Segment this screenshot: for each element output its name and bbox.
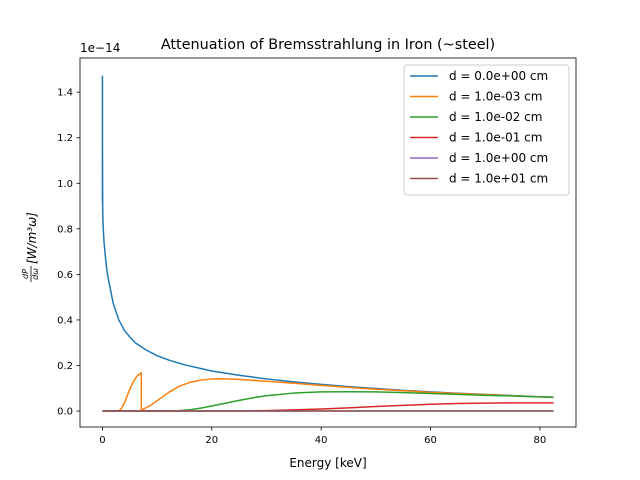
legend-label: d = 1.0e-01 cm [449, 131, 542, 145]
x-tick-label: 40 [315, 435, 328, 446]
y-tick-label: 0.4 [57, 315, 73, 326]
x-tick-label: 0 [99, 435, 105, 446]
x-tick-label: 80 [534, 435, 547, 446]
y-axis-label-units: [W/m³ω] [25, 212, 39, 264]
legend-label: d = 1.0e+00 cm [449, 151, 548, 165]
x-axis-label: Energy [keV] [289, 456, 366, 470]
axes-frame [79, 57, 577, 428]
legend: d = 0.0e+00 cm d = 1.0e-03 cm d = 1.0e-02 … [403, 64, 570, 196]
y-tick-label: 0.8 [57, 224, 73, 235]
legend-label: d = 0.0e+00 cm [449, 69, 548, 83]
series-line-2 [102, 372, 554, 412]
legend-box [403, 64, 570, 196]
legend-label: d = 1.0e-03 cm [449, 90, 542, 104]
y-axis-label: dP dω [W/m³ω] [21, 212, 40, 282]
y-tick-label: 1.2 [57, 133, 73, 144]
x-tick-label: 20 [205, 435, 218, 446]
chart-title: Attenuation of Bremsstrahlung in Iron (~… [161, 37, 495, 53]
y-tick-label: 1.0 [57, 179, 73, 190]
y-axis-label-numerator: dP [21, 269, 30, 279]
series-lines [101, 75, 554, 412]
legend-label: d = 1.0e-02 cm [449, 110, 542, 124]
series-line-3 [102, 390, 554, 412]
y-tick-label: 1.4 [57, 88, 73, 99]
y-scale-note: 1e−14 [80, 41, 120, 55]
x-tick-label: 60 [424, 435, 437, 446]
plot-area: 0 20 40 60 80 0.0 0.2 0.4 0.6 0.8 1.0 1.2 1.4 d = 0.0… [57, 57, 577, 446]
y-axis-label-denominator: dω [31, 268, 40, 280]
legend-label: d = 1.0e+01 cm [449, 172, 548, 186]
y-tick-label: 0.6 [57, 270, 73, 281]
y-tick-label: 0.2 [57, 361, 73, 372]
y-tick-label: 0.0 [57, 407, 73, 418]
